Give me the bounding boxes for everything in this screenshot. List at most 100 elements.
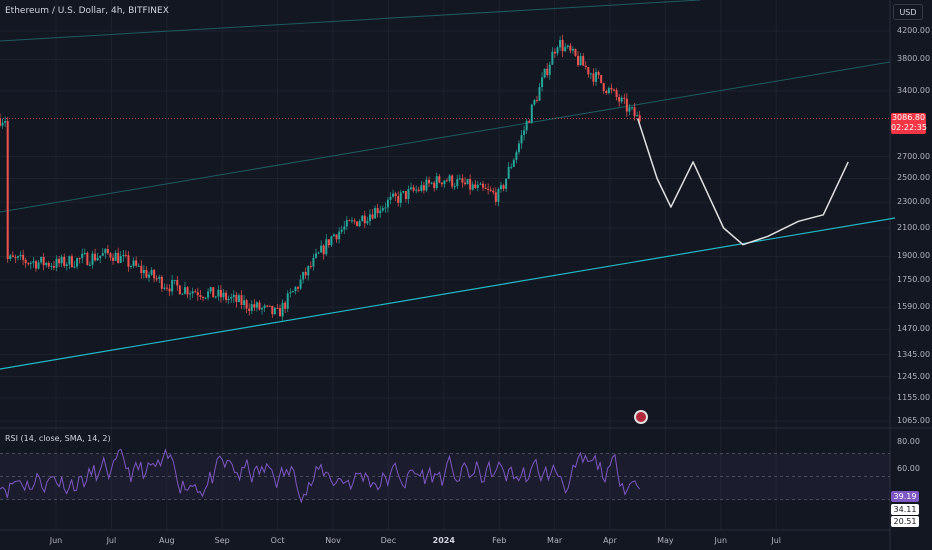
candle-body	[628, 107, 631, 112]
candle-body	[158, 276, 161, 279]
candle-body	[623, 97, 626, 99]
candle-body	[553, 51, 556, 54]
candle-body	[422, 185, 425, 191]
candle-body	[605, 90, 608, 94]
candle-body	[22, 254, 25, 260]
candle-body	[589, 73, 592, 75]
candle-body	[178, 285, 181, 295]
candle-body	[636, 115, 639, 117]
candle-body	[433, 182, 436, 189]
candle-body	[582, 55, 585, 66]
candle-body	[94, 253, 97, 261]
candle-body	[456, 179, 459, 187]
candle-body	[168, 288, 171, 292]
candle-body	[368, 214, 371, 222]
candle-body	[394, 193, 397, 197]
candle-body	[130, 266, 133, 268]
candle-body	[330, 236, 333, 246]
candle-body	[587, 67, 590, 75]
candle-body	[217, 289, 220, 297]
candle-body	[37, 262, 40, 269]
candle-body	[564, 46, 567, 52]
candle-body	[595, 71, 598, 82]
candle-body	[27, 263, 30, 265]
candle-body	[356, 221, 359, 227]
candle-body	[517, 143, 520, 153]
candle-body	[245, 300, 248, 309]
candle-body	[541, 77, 544, 88]
candle-body	[248, 308, 251, 311]
trend-lines	[0, 0, 896, 370]
candle-body	[322, 245, 325, 255]
candle-body	[389, 196, 392, 200]
candle-body	[60, 256, 63, 264]
candle-body	[1, 122, 4, 126]
candle-body	[204, 297, 207, 299]
candle-body	[402, 191, 405, 193]
rsi-tick-60: 60.00	[897, 464, 920, 473]
candle-body	[230, 297, 233, 299]
candle-body	[597, 71, 600, 76]
earnings-flag-icon[interactable]	[634, 410, 648, 424]
candle-body	[309, 266, 312, 268]
candle-body	[479, 183, 482, 185]
currency-button[interactable]: USD	[893, 4, 923, 20]
candle-body	[199, 295, 202, 297]
candle-body	[55, 258, 58, 268]
candle-body	[266, 305, 269, 307]
candle-body	[363, 215, 366, 224]
candle-body	[219, 289, 222, 298]
time-tick: Sep	[214, 536, 230, 545]
candle-body	[253, 304, 256, 308]
candle-body	[538, 87, 541, 101]
channel-mid-line	[0, 61, 891, 213]
candle-body	[227, 298, 230, 300]
candle-body	[515, 152, 518, 160]
candle-body	[153, 269, 156, 279]
candle-body	[237, 295, 240, 302]
candle-body	[353, 220, 356, 222]
candle-body	[404, 191, 407, 200]
price-tick: 1155.00	[897, 392, 931, 402]
candle-body	[366, 221, 369, 224]
candle-body	[471, 184, 474, 190]
candle-body	[196, 292, 199, 296]
candle-body	[512, 159, 515, 167]
candle-body	[117, 252, 120, 263]
candle-body	[476, 184, 479, 188]
candle-body	[610, 87, 613, 90]
candle-body	[399, 192, 402, 203]
candle-body	[209, 287, 212, 292]
candle-body	[520, 134, 523, 144]
candle-body	[358, 221, 361, 227]
candle-body	[104, 249, 107, 254]
time-tick: Jul	[771, 536, 782, 545]
candle-body	[615, 90, 618, 98]
candle-body	[47, 262, 50, 267]
candle-body	[420, 185, 423, 191]
time-tick: Jul	[106, 536, 117, 545]
rsi-tick-80: 80.00	[897, 437, 920, 446]
candle-body	[140, 265, 143, 274]
price-tick: 2700.00	[897, 151, 931, 161]
candle-body	[261, 308, 264, 310]
candle-body	[510, 166, 513, 168]
candle-body	[620, 97, 623, 102]
channel-upper-line	[0, 0, 701, 42]
candle-body	[286, 293, 289, 309]
candle-body	[150, 269, 153, 275]
candle-body	[466, 179, 469, 185]
candle-body	[194, 291, 197, 293]
candle-body	[101, 253, 104, 256]
candle-body	[630, 107, 633, 109]
candle-body	[574, 48, 577, 56]
candle-body	[559, 40, 562, 48]
candle-body	[268, 305, 271, 307]
candle-body	[186, 287, 189, 295]
candle-body	[528, 120, 531, 123]
rsi-legend[interactable]: RSI (14, close, SMA, 14, 2)	[5, 434, 111, 443]
rsi-band-tag: 20.51	[891, 516, 919, 527]
price-tick: 1065.00	[897, 416, 931, 425]
